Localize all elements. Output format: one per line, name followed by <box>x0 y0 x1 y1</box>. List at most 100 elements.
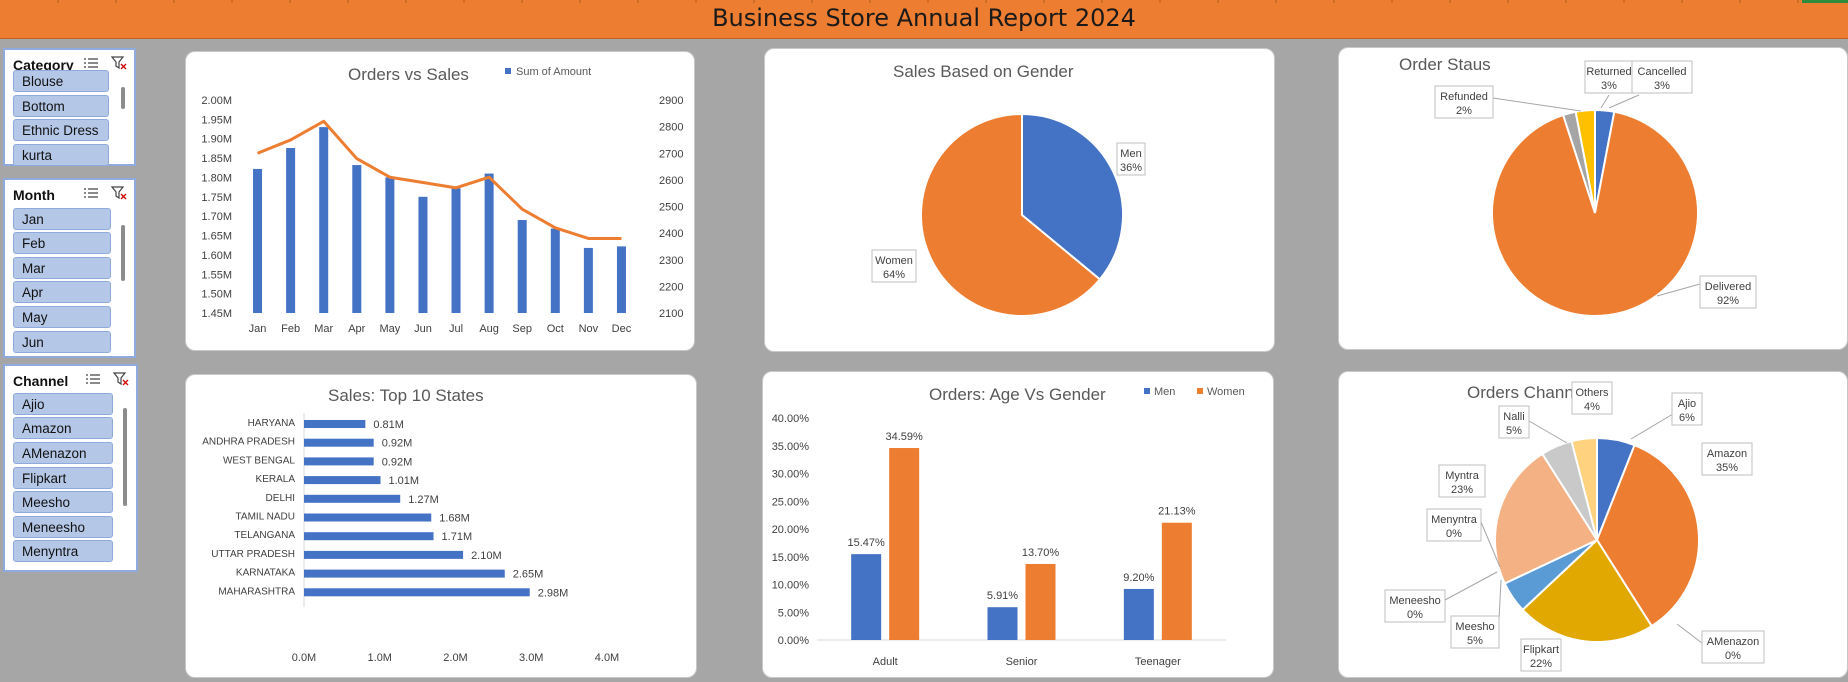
label-box <box>1571 381 1613 415</box>
y-tick: TELANGANA <box>234 530 295 541</box>
slicer-scrollbar[interactable] <box>121 87 125 109</box>
label-box <box>1450 615 1500 649</box>
slicer-item-jan[interactable]: Jan <box>13 208 111 230</box>
data-label-menyntra: Menyntra <box>1431 514 1478 526</box>
slicer-scrollbar[interactable] <box>123 408 127 506</box>
slicer-item-amazon[interactable]: Amazon <box>13 417 113 439</box>
slicer-item-meesho[interactable]: Meesho <box>13 491 113 513</box>
data-label-delivered: 92% <box>1717 295 1739 307</box>
slicer-channel: Channel Ajio Amazon AMenazon Flipkart Me… <box>3 364 138 572</box>
bar-haryana <box>304 420 366 428</box>
chart-order-status[interactable]: Order Staus Returned 3% Cancelled 3% Refunded… <box>1338 47 1848 350</box>
slicer-item-bottom[interactable]: Bottom <box>13 95 109 117</box>
slicer-scrollbar[interactable] <box>121 225 125 281</box>
y-tick: 15.00% <box>772 552 810 564</box>
slicer-item-flipkart[interactable]: Flipkart <box>13 467 113 489</box>
slicer-item-blouse[interactable]: Blouse <box>13 70 109 92</box>
chart-title: Orders Channel <box>1467 383 1587 402</box>
label-box <box>1671 392 1703 426</box>
leader-line <box>1498 579 1502 621</box>
data-label: 34.59% <box>886 431 924 443</box>
data-label: 0.81M <box>373 419 404 431</box>
slicer-category: Category Blouse Bottom Ethnic Dress kurt… <box>3 48 136 166</box>
label-box <box>1438 464 1486 498</box>
chart-orders-vs-sales[interactable]: Orders vs Sales Sum of Amount 2.00M 1.95M 1.… <box>185 51 695 351</box>
y-left-tick: 1.95M <box>201 114 232 126</box>
y-left-tick: 1.55M <box>201 269 232 281</box>
x-tick: Dec <box>612 323 632 335</box>
clear-filter-icon[interactable] <box>111 186 127 200</box>
clear-filter-icon[interactable] <box>111 56 127 70</box>
pie-slice-myntra <box>1494 452 1599 585</box>
bar-apr <box>352 165 362 313</box>
chart-top-states[interactable]: Sales: Top 10 States HARYANA 0.81M ANDHRA P… <box>185 374 697 678</box>
y-left-tick: 1.80M <box>201 172 232 184</box>
multi-select-icon[interactable] <box>83 186 99 200</box>
multi-select-icon[interactable] <box>83 56 99 70</box>
y-left-tick: 1.90M <box>201 134 232 146</box>
y-tick: MAHARASHTRA <box>218 586 295 597</box>
y-right-tick: 2700 <box>659 148 683 160</box>
bar-feb <box>286 148 296 313</box>
slicer-item-apr[interactable]: Apr <box>13 281 111 303</box>
data-label: 2.98M <box>538 587 569 599</box>
data-label: 1.71M <box>442 531 473 543</box>
y-right-tick: 2100 <box>659 308 683 320</box>
chart-sales-gender[interactable]: Sales Based on Gender Men 36% Women 64% <box>764 48 1275 352</box>
data-label-delivered: Delivered <box>1705 281 1751 293</box>
y-tick: 30.00% <box>772 469 810 481</box>
y-tick: 5.00% <box>778 607 809 619</box>
x-tick: Nov <box>579 323 599 335</box>
data-label-women: Women <box>875 255 913 267</box>
pie-slice-women <box>920 112 1102 317</box>
bar-teenager-women <box>1161 522 1192 640</box>
data-label: 0.92M <box>382 456 413 468</box>
leader-line <box>1630 413 1674 440</box>
x-tick: Senior <box>1006 656 1038 668</box>
slicer-item-may[interactable]: May <box>13 306 111 328</box>
legend-label: Women <box>1207 386 1245 398</box>
slicer-item-amenazon[interactable]: AMenazon <box>13 442 113 464</box>
bar-mar <box>319 127 329 313</box>
slicer-item-kurta[interactable]: kurta <box>13 144 109 166</box>
y-tick: DELHI <box>266 493 295 504</box>
data-label-amenazon: AMenazon <box>1707 636 1760 648</box>
label-box <box>1631 60 1693 94</box>
legend-swatch-men <box>1144 388 1150 394</box>
slicer-item-feb[interactable]: Feb <box>13 232 111 254</box>
data-label-others: Others <box>1575 387 1609 399</box>
data-label-meesho: 5% <box>1467 635 1483 647</box>
y-right-tick: 2900 <box>659 95 683 107</box>
slicer-item-mar[interactable]: Mar <box>13 257 111 279</box>
slicer-item-ajio[interactable]: Ajio <box>13 393 113 415</box>
pie-slice-others <box>1570 436 1598 541</box>
bar-karnataka <box>304 569 505 578</box>
data-label-amazon: Amazon <box>1707 448 1747 460</box>
slicer-item-meneesho[interactable]: Meneesho <box>13 516 113 538</box>
chart-orders-channel[interactable]: Orders Channel Ajio 6% Amazon 35% AMenazon 0% F… <box>1338 371 1848 678</box>
slicer-item-jun[interactable]: Jun <box>13 331 111 353</box>
y-tick: 20.00% <box>772 524 810 536</box>
leader-line <box>1492 97 1582 112</box>
label-box <box>1384 589 1446 623</box>
bar-jan <box>253 168 263 313</box>
bar-maharashtra <box>304 588 530 597</box>
y-right-tick: 2300 <box>659 255 683 267</box>
clear-filter-icon[interactable] <box>113 372 129 386</box>
data-label-amazon: 35% <box>1716 462 1738 474</box>
chart-title: Sales: Top 10 States <box>328 386 484 405</box>
multi-select-icon[interactable] <box>85 372 101 386</box>
label-box <box>1701 630 1765 664</box>
y-right-tick: 2200 <box>659 281 683 293</box>
y-tick: 0.00% <box>778 635 809 647</box>
bar-jul <box>451 188 461 313</box>
slicer-item-menyntra[interactable]: Menyntra <box>13 540 113 562</box>
leader-line <box>1600 94 1610 109</box>
bar-jun <box>418 196 428 313</box>
leader-line <box>1676 623 1703 644</box>
chart-age-gender[interactable]: Orders: Age Vs Gender Men Women 40.00% 35.00… <box>762 371 1274 678</box>
slicer-item-ethnic-dress[interactable]: Ethnic Dress <box>13 119 109 141</box>
chart-title: Sales Based on Gender <box>893 62 1074 81</box>
bar-senior-men <box>987 607 1018 640</box>
data-label: 1.27M <box>408 494 439 506</box>
